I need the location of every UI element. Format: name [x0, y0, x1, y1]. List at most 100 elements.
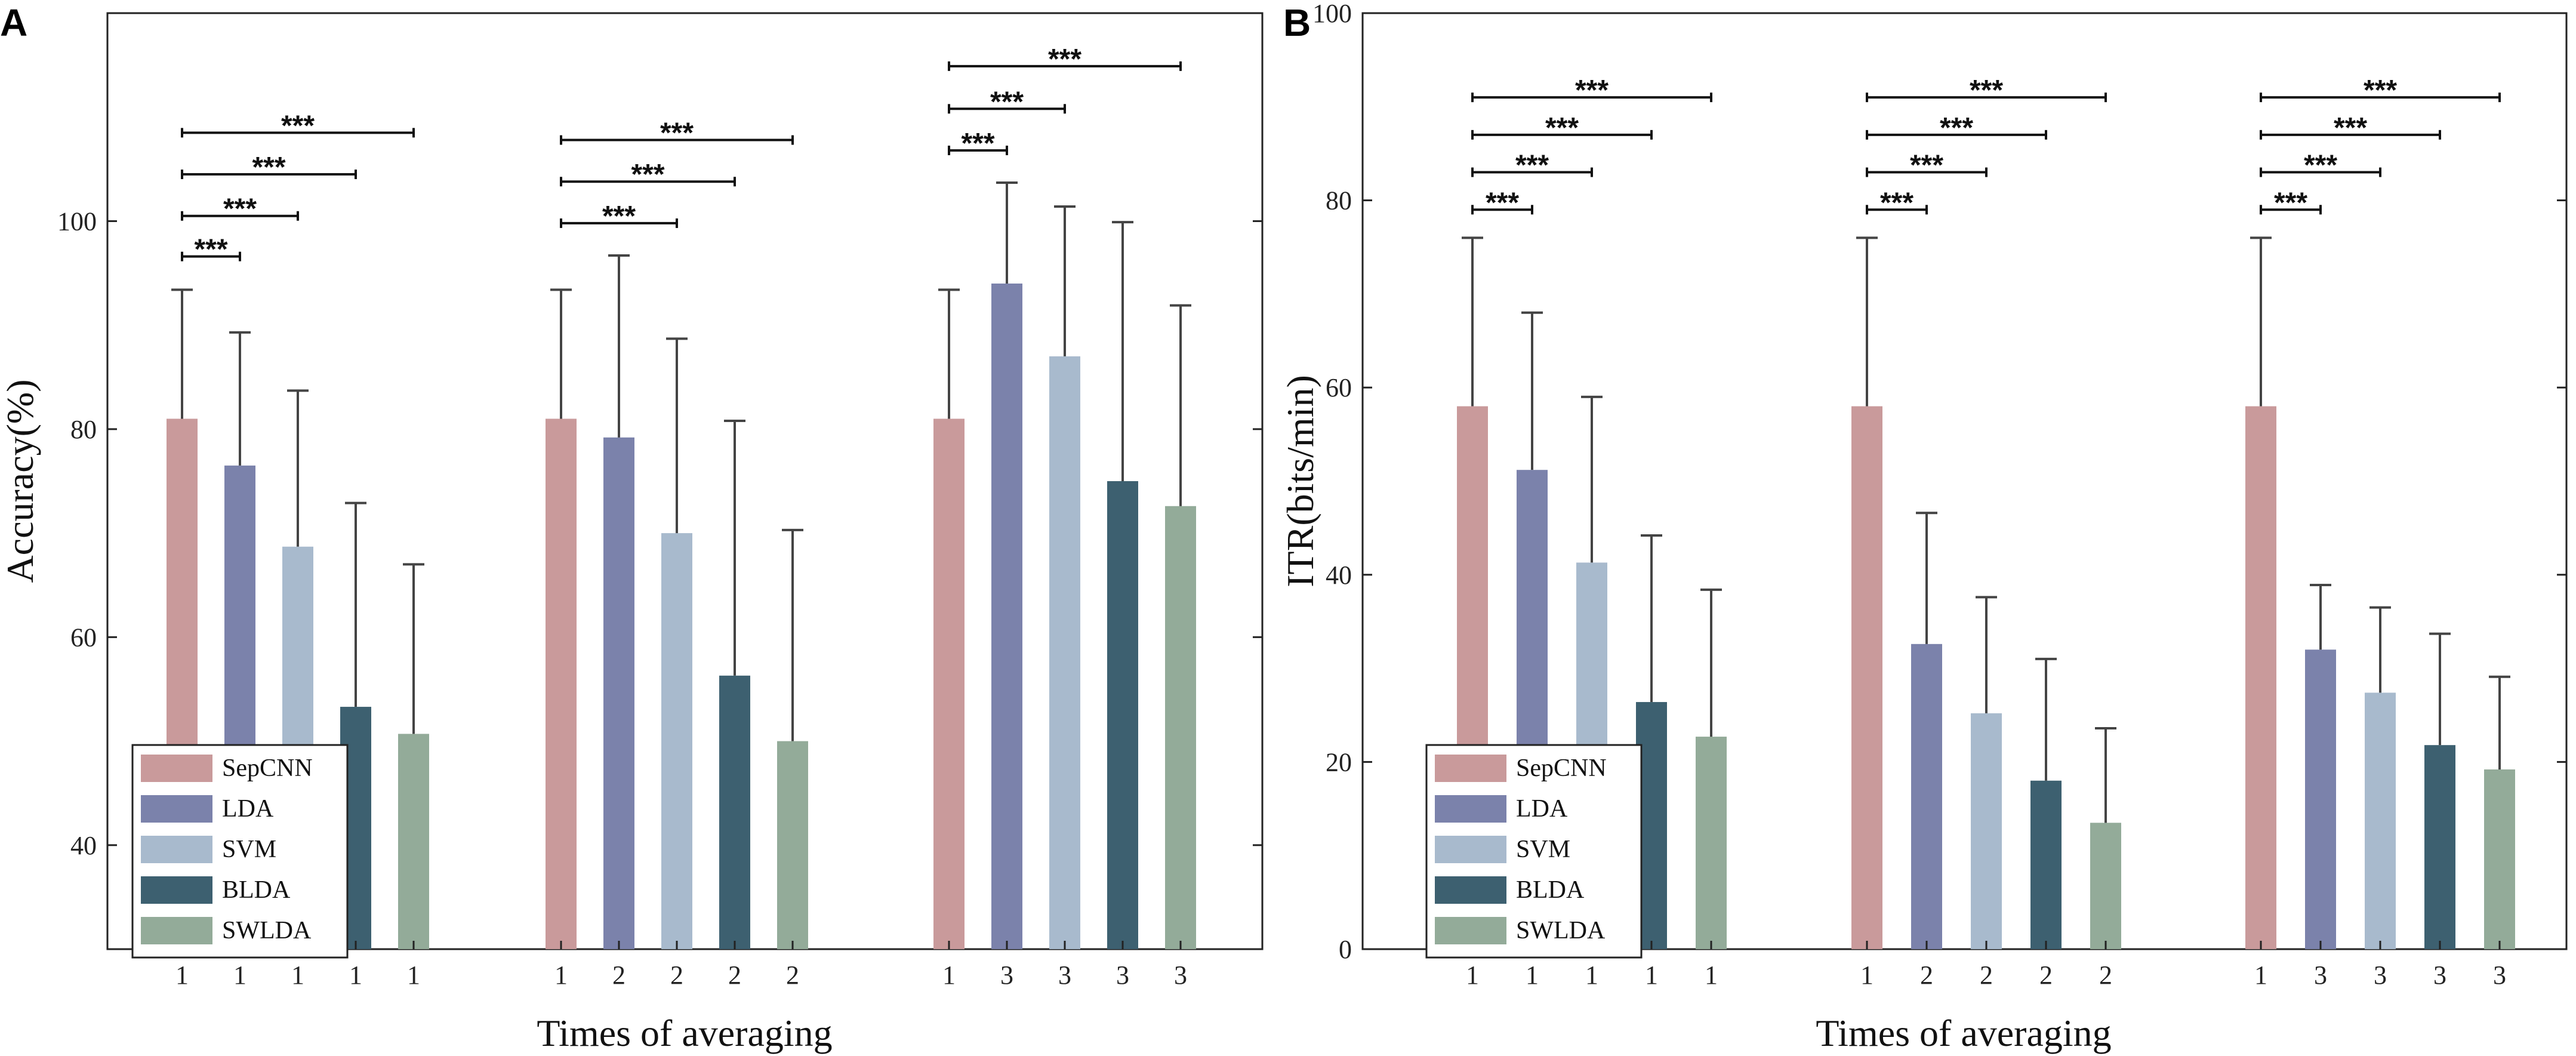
y-tick-label: 40 [70, 831, 97, 860]
x-tick-label: 2 [670, 960, 683, 990]
significance-label: *** [660, 118, 694, 149]
bar-blda [1107, 481, 1138, 949]
bar-blda [2424, 745, 2455, 949]
significance-label: *** [223, 193, 257, 225]
significance-label: *** [1486, 187, 1519, 218]
legend-label: SVM [222, 836, 276, 863]
y-tick-label: 60 [1326, 373, 1352, 402]
legend-swatch [1435, 795, 1506, 823]
x-axis-label: Times of averaging [1816, 1012, 2111, 1054]
x-tick-label: 1 [554, 960, 568, 990]
y-tick-label: 40 [1326, 561, 1352, 590]
legend-label: SepCNN [1516, 755, 1607, 782]
x-tick-label: 2 [612, 960, 625, 990]
legend-label: LDA [1516, 795, 1568, 823]
plot-frame [1361, 12, 2568, 950]
bar-swlda [1696, 737, 1727, 949]
bar-swlda [2090, 823, 2121, 949]
x-tick-label: 1 [1466, 960, 1479, 990]
y-tick-label: 80 [1326, 186, 1352, 215]
panel-b: B 0 20 40 60 80 100 ITR(bits/min) Times of avera… [1279, 0, 2568, 1054]
legend-swatch [141, 917, 212, 944]
legend-swatch [1435, 917, 1506, 944]
x-tick-label: 2 [1980, 960, 1993, 990]
bar-svm [661, 533, 692, 949]
bar-lda [2305, 649, 2336, 949]
x-tick-label: 2 [1920, 960, 1933, 990]
x-tick-label: 1 [407, 960, 420, 990]
significance-label: *** [1880, 187, 1913, 218]
significance-label: *** [252, 152, 285, 183]
bar-sepcnn [2245, 406, 2276, 949]
bar-sepcnn [546, 418, 577, 949]
y-axis-label: Accuracy(%) [0, 379, 41, 583]
legend-swatch [141, 795, 212, 823]
legend-label: BLDA [222, 876, 291, 904]
significance-label: *** [631, 159, 664, 190]
legend-label: SWLDA [1516, 917, 1606, 944]
legend-label: BLDA [1516, 876, 1585, 904]
x-tick-label: 3 [2493, 960, 2506, 990]
y-axis-label: ITR(bits/min) [1279, 375, 1321, 587]
bar-sepcnn [933, 418, 965, 949]
panel-letter: B [1283, 1, 1311, 44]
x-tick-label: 2 [2039, 960, 2053, 990]
x-tick-label: 1 [233, 960, 246, 990]
x-tick-label: 3 [1116, 960, 1129, 990]
x-tick-label: 1 [1585, 960, 1598, 990]
legend-swatch [141, 755, 212, 782]
y-tick-label: 80 [70, 415, 97, 444]
legend-swatch [1435, 755, 1506, 782]
bar-lda [991, 283, 1022, 949]
significance-label: *** [961, 128, 994, 159]
significance-label: *** [281, 110, 315, 141]
x-tick-label: 1 [1526, 960, 1539, 990]
y-tick-label: 100 [1312, 0, 1352, 28]
significance-label: *** [1940, 112, 1973, 144]
x-tick-label: 1 [175, 960, 189, 990]
x-tick-label: 3 [1174, 960, 1187, 990]
legend-label: SVM [1516, 836, 1570, 863]
x-tick-label: 1 [291, 960, 304, 990]
bar-blda [2030, 780, 2062, 949]
x-tick-label: 3 [1000, 960, 1013, 990]
bar-swlda [777, 741, 808, 949]
y-tick-label: 20 [1326, 747, 1352, 777]
bar-swlda [398, 734, 429, 949]
significance-label: *** [194, 234, 227, 266]
x-tick-label: 3 [2433, 960, 2446, 990]
x-tick-label: 3 [2374, 960, 2387, 990]
significance-label: *** [2334, 112, 2367, 144]
significance-label: *** [1048, 44, 1081, 75]
significance-label: *** [1515, 150, 1549, 181]
significance-label: *** [990, 86, 1024, 118]
significance-label: *** [1575, 75, 1609, 106]
x-tick-label: 2 [2099, 960, 2112, 990]
bar-lda [1911, 644, 1942, 949]
legend: SepCNN LDA SVM BLDA SWLDA [1425, 744, 1643, 959]
significance-label: *** [1970, 75, 2003, 106]
significance-label: *** [602, 201, 636, 232]
panel-a: A 40 60 80 100 Accuracy(%) Times of averaging 1… [0, 1, 1264, 1054]
bar-swlda [2484, 769, 2515, 949]
bar-blda [719, 675, 750, 949]
panel-letter: A [0, 1, 27, 44]
x-tick-label: 2 [786, 960, 799, 990]
x-tick-label: 1 [1705, 960, 1718, 990]
legend: SepCNN LDA SVM BLDA SWLDA [131, 744, 349, 959]
bar-sepcnn [1851, 406, 1882, 949]
significance-label: *** [2274, 187, 2307, 218]
legend-swatch [1435, 836, 1506, 863]
legend-label: LDA [222, 795, 274, 823]
x-tick-label: 1 [2254, 960, 2267, 990]
legend-label: SepCNN [222, 755, 313, 782]
x-tick-label: 1 [1645, 960, 1658, 990]
x-tick-label: 1 [349, 960, 362, 990]
legend-swatch [141, 836, 212, 863]
x-tick-label: 1 [942, 960, 956, 990]
significance-label: *** [1910, 150, 1943, 181]
y-tick-label: 0 [1339, 935, 1352, 964]
significance-label: *** [2364, 75, 2397, 106]
bar-svm [2365, 692, 2396, 949]
